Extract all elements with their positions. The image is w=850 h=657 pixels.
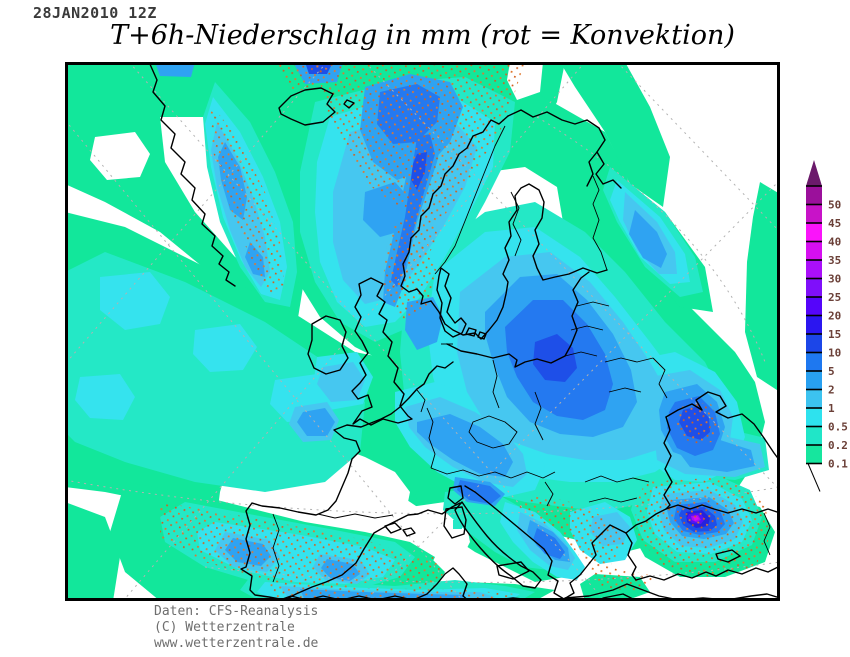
legend-segment bbox=[806, 186, 822, 205]
legend-tick-label: 2 bbox=[828, 384, 835, 397]
legend-tick-label: 1 bbox=[828, 402, 835, 415]
legend-tick-label: 10 bbox=[828, 347, 841, 360]
legend-tick-label: 45 bbox=[828, 217, 841, 230]
legend-segment bbox=[806, 445, 822, 464]
legend-tail-line bbox=[807, 463, 821, 492]
legend-svg: 50 45 40 35 30 25 20 15 10 5 2 1 0.5 0.2 0.1 bbox=[806, 160, 848, 492]
legend-tick-label: 0.1 bbox=[828, 458, 848, 471]
convection-dots bbox=[160, 62, 770, 601]
weather-map bbox=[65, 62, 780, 601]
legend-segment bbox=[806, 297, 822, 316]
legend-tick-label: 30 bbox=[828, 273, 841, 286]
graticule bbox=[65, 62, 780, 601]
legend-segment bbox=[806, 204, 822, 223]
legend-segment bbox=[806, 260, 822, 279]
attribution: Daten: CFS-Reanalysis (C) Wetterzentrale w… bbox=[154, 604, 318, 652]
legend-segment bbox=[806, 315, 822, 334]
legend-segment bbox=[806, 389, 822, 408]
legend-tick-label: 5 bbox=[828, 365, 835, 378]
legend-segment bbox=[806, 278, 822, 297]
legend-segment bbox=[806, 352, 822, 371]
map-frame bbox=[65, 62, 780, 601]
legend-segment bbox=[806, 371, 822, 390]
attribution-line: (C) Wetterzentrale bbox=[154, 620, 295, 635]
legend-tick-label: 25 bbox=[828, 291, 841, 304]
attribution-line: www.wetterzentrale.de bbox=[154, 636, 319, 651]
precipitation-map-svg bbox=[65, 62, 780, 601]
legend-segment bbox=[806, 408, 822, 427]
legend-tick-label: 20 bbox=[828, 310, 841, 323]
map-title: T+6h-Niederschlag in mm (rot = Konvektio… bbox=[110, 20, 735, 51]
legend-tick-label: 0.2 bbox=[828, 439, 848, 452]
legend-segment bbox=[806, 334, 822, 353]
legend-tick-label: 35 bbox=[828, 254, 841, 267]
legend-tick-label: 0.5 bbox=[828, 421, 848, 434]
legend-tick-label: 15 bbox=[828, 328, 841, 341]
country-borders bbox=[272, 125, 771, 583]
attribution-line: Daten: CFS-Reanalysis bbox=[154, 604, 319, 619]
legend-segment bbox=[806, 241, 822, 260]
precipitation-legend: 50 45 40 35 30 25 20 15 10 5 2 1 0.5 0.2 0.1 bbox=[800, 156, 850, 526]
legend-segment bbox=[806, 223, 822, 242]
legend-segment bbox=[806, 426, 822, 445]
datetime-label: 28JAN2010 12Z bbox=[33, 4, 157, 22]
legend-tick-label: 40 bbox=[828, 236, 841, 249]
legend-tick-label: 50 bbox=[828, 199, 841, 212]
legend-arrow-tip bbox=[806, 160, 822, 186]
